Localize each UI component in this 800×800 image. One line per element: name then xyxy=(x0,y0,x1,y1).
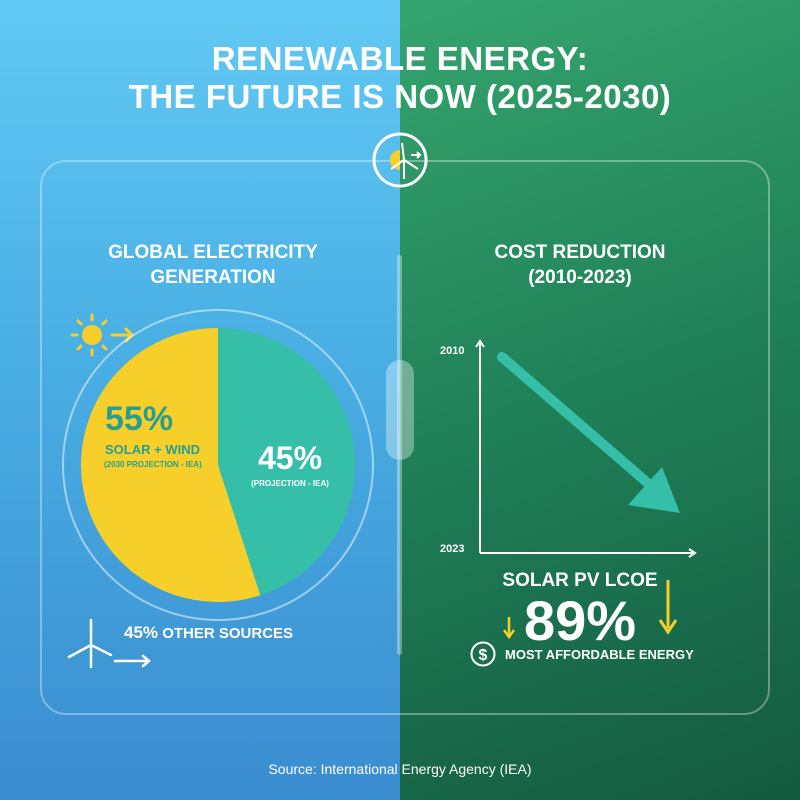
pie-main-value: 55% xyxy=(105,400,174,438)
pie-slice-other xyxy=(218,328,355,596)
wind-turbine-arrow-icon xyxy=(67,618,151,669)
metric-caption: MOST AFFORDABLE ENERGY xyxy=(505,647,694,662)
decline-arrow-head xyxy=(628,467,680,513)
down-arrow-large-icon xyxy=(658,580,678,635)
pie-main-text: SOLAR + WIND xyxy=(105,442,200,457)
metric-label: SOLAR PV LCOE xyxy=(502,570,658,591)
heading-line: GENERATION xyxy=(150,267,276,288)
pie-other-value: 45% xyxy=(257,440,323,476)
sun-arrow-icon xyxy=(70,313,135,357)
y-axis xyxy=(475,339,485,553)
pie-main-note: (2030 PROJECTION - IEA) xyxy=(104,460,202,469)
title-line-2: THE FUTURE IS NOW (2025-2030) xyxy=(128,78,672,115)
x-axis xyxy=(480,548,697,558)
heading-line: GLOBAL ELECTRICITY xyxy=(108,242,318,263)
right-panel xyxy=(400,0,800,800)
divider-knob xyxy=(386,360,414,460)
pie-other-label: 45% (PROJECTION - IEA) xyxy=(240,440,340,488)
pie-main-label: 55% SOLAR + WIND (2030 PROJECTION - IEA) xyxy=(104,400,202,469)
dollar-icon: $ xyxy=(470,641,496,667)
svg-text:$: $ xyxy=(479,647,488,664)
pie-chart xyxy=(62,309,374,621)
other-sources: 45% OTHER SOURCES xyxy=(124,623,293,643)
cost-heading: COST REDUCTION (2010-2023) xyxy=(460,240,700,290)
other-sources-label: OTHER SOURCES xyxy=(162,625,294,642)
pie-other-note: (PROJECTION - IEA) xyxy=(251,479,329,488)
cost-chart xyxy=(475,339,697,558)
title-line-1: RENEWABLE ENERGY: xyxy=(211,40,589,77)
metric-value: 89% xyxy=(523,589,637,652)
decline-arrow-shaft xyxy=(497,352,655,490)
heading-line: COST REDUCTION xyxy=(494,242,666,263)
generation-heading: GLOBAL ELECTRICITY GENERATION xyxy=(93,240,333,290)
axis-label-2023: 2023 xyxy=(440,543,465,555)
pie-ring xyxy=(62,309,374,621)
other-sources-value: 45% xyxy=(124,623,159,642)
axis-label-2010: 2010 xyxy=(440,345,465,357)
page-title: RENEWABLE ENERGY: THE FUTURE IS NOW (202… xyxy=(0,40,800,116)
heading-line: (2010-2023) xyxy=(528,267,632,288)
pie-slice-solar-wind xyxy=(80,328,261,602)
down-arrow-small-icon xyxy=(503,617,515,639)
solar-wind-logo-icon xyxy=(372,132,428,188)
source-note: Source: International Energy Agency (IEA… xyxy=(268,761,532,777)
divider xyxy=(397,255,402,655)
